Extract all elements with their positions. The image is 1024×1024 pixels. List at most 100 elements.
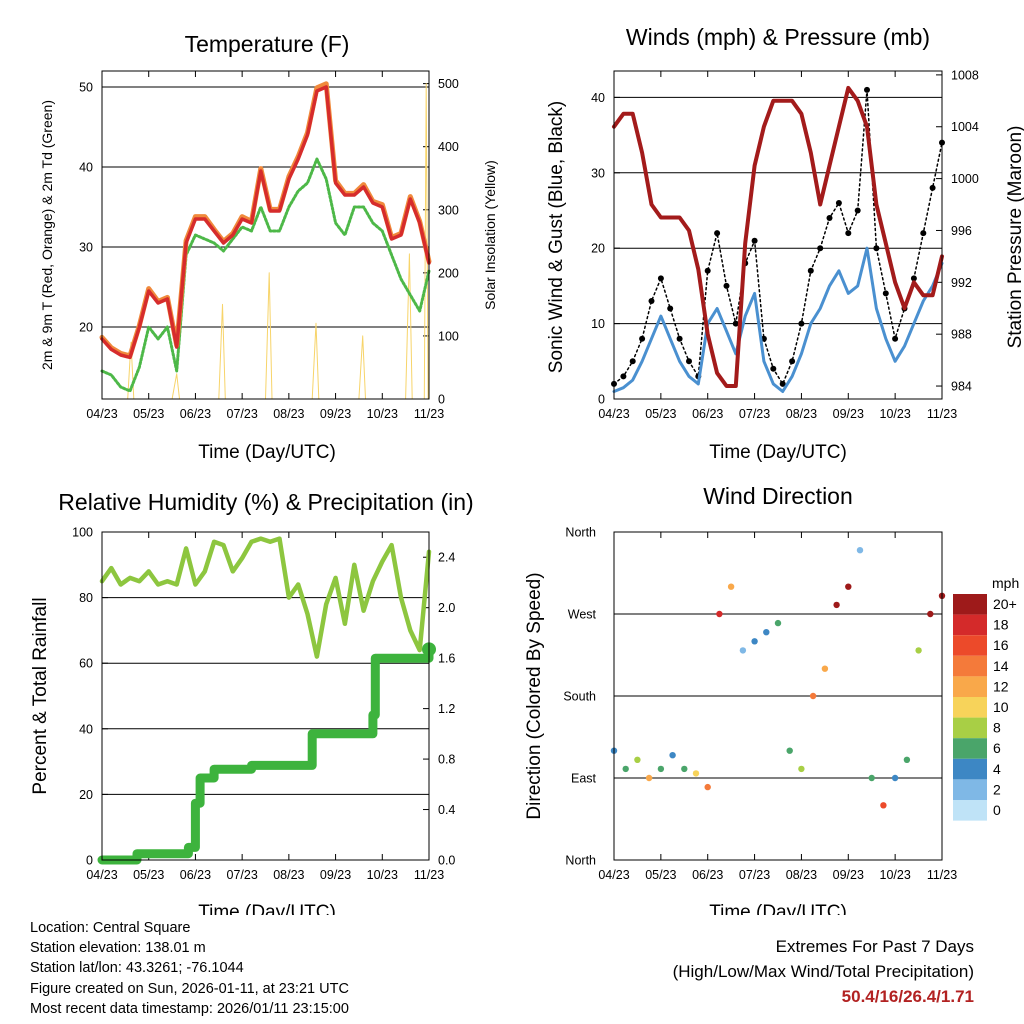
humidity-panel: Relative Humidity (%) & Precipitation (i…	[30, 489, 474, 915]
humidity-plot-area: 0 20 40 60 80 100 0.0 0.4 0.8 1.2 1.6 2.0 2.4 04/23 05…	[72, 526, 455, 883]
station-location: Location: Central Square	[30, 920, 191, 936]
direction-tick-label: North	[565, 854, 596, 868]
direction-tick-label: South	[563, 690, 596, 704]
temperature-panel: Temperature (F) 203040500100200300400500…	[39, 31, 498, 463]
legend-label: 18	[993, 617, 1009, 633]
direction-point	[821, 665, 829, 672]
y2-tick-label: 984	[951, 380, 972, 394]
y2-tick-label: 400	[438, 140, 459, 154]
humidity-time-label: Time (Day/UTC)	[198, 902, 336, 915]
x-tick-label: 04/23	[86, 407, 117, 421]
direction-point	[927, 610, 934, 618]
gust-point	[639, 335, 646, 342]
humidity-line	[99, 536, 432, 659]
figure-created: Figure created on Sun, 2026-01-11, at 23…	[30, 980, 349, 997]
temperature-title: Temperature (F)	[185, 31, 350, 57]
direction-point	[798, 765, 805, 773]
x-tick-label: 10/23	[367, 407, 398, 421]
x-tick-label: 09/23	[320, 407, 351, 421]
legend-swatch	[953, 614, 987, 636]
direction-point	[891, 774, 899, 782]
direction-point	[704, 783, 711, 791]
y-tick-label: 20	[591, 242, 605, 256]
legend-label: 14	[993, 658, 1009, 674]
gust-point	[667, 305, 674, 312]
direction-point	[622, 765, 629, 773]
y2-tick-label: 0.8	[438, 753, 455, 767]
y-tick-label: 100	[72, 526, 93, 540]
gust-point	[714, 230, 721, 237]
x-tick-label: 07/23	[227, 868, 258, 882]
legend-unit: mph	[992, 575, 1019, 591]
legend-label: 16	[993, 637, 1009, 653]
rainfall-line	[97, 644, 434, 865]
recent-timestamp: Most recent data timestamp: 2026/01/11 2…	[30, 1000, 349, 1017]
y2-tick-label: 2.4	[438, 551, 455, 565]
y-tick-label: 40	[591, 91, 605, 105]
y-tick-label: 10	[591, 317, 605, 331]
temperature-left-axis-label: 2m & 9m T (Red, Orange) & 2m Td (Green)	[39, 100, 55, 370]
x-tick-label: 08/23	[786, 407, 817, 421]
y2-tick-label: 0	[438, 393, 445, 407]
temperature-time-label: Time (Day/UTC)	[198, 442, 336, 463]
x-tick-label: 04/23	[86, 868, 117, 882]
humidity-left-axis-label: Percent & Total Rainfall	[30, 597, 51, 794]
x-tick-label: 11/23	[927, 868, 957, 882]
y2-tick-label: 2.0	[438, 601, 455, 615]
y-tick-label: 30	[591, 166, 605, 180]
x-tick-label: 05/23	[133, 407, 164, 421]
x-tick-label: 05/23	[645, 407, 676, 421]
legend-label: 8	[993, 720, 1001, 736]
extremes-subtitle: (High/Low/Max Wind/Total Precipitation)	[672, 962, 974, 981]
gust-point	[704, 267, 711, 274]
direction-left-axis-label: Direction (Colored By Speed)	[524, 572, 545, 819]
direction-point	[774, 619, 782, 627]
y2-tick-label: 1008	[951, 68, 979, 82]
legend-swatch	[953, 758, 987, 780]
x-tick-label: 04/23	[598, 868, 629, 882]
direction-point	[645, 774, 653, 782]
wind-speed-line	[612, 246, 944, 393]
direction-point	[833, 601, 840, 609]
x-tick-label: 05/23	[645, 868, 676, 882]
winds-plot-area: 0 10 20 30 40 984 988 992 996 1000 1004 1008 04/23 05…	[591, 68, 979, 421]
y2-tick-label: 1000	[951, 172, 979, 186]
direction-point	[809, 692, 817, 700]
x-tick-label: 08/23	[273, 407, 304, 421]
station-latlon: Station lat/lon: 43.3261; -76.1044	[30, 960, 244, 977]
direction-point	[716, 610, 723, 618]
y2-tick-label: 992	[951, 276, 972, 290]
winds-right-axis-label: Station Pressure (Maroon)	[1005, 126, 1024, 349]
x-tick-label: 07/23	[227, 407, 258, 421]
x-tick-label: 06/23	[692, 407, 723, 421]
x-tick-label: 07/23	[739, 407, 770, 421]
winds-panel: Winds (mph) & Pressure (mb) 0 10 20 30 40 984…	[546, 24, 1024, 463]
extremes-title: Extremes For Past 7 Days	[775, 937, 974, 956]
y-tick-label: 0	[86, 854, 93, 868]
direction-point	[739, 647, 747, 654]
x-tick-label: 11/23	[414, 868, 444, 882]
legend-swatch	[953, 800, 987, 821]
y2-tick-label: 500	[438, 77, 459, 91]
direction-point	[692, 770, 700, 777]
x-tick-label: 11/23	[927, 407, 957, 421]
x-tick-label: 06/23	[180, 407, 211, 421]
direction-point	[786, 747, 793, 754]
y-tick-label: 30	[79, 241, 93, 255]
x-tick-label: 11/23	[414, 407, 444, 421]
y2-tick-label: 100	[438, 329, 459, 343]
humidity-frame	[101, 531, 430, 861]
direction-time-label: Time (Day/UTC)	[709, 902, 847, 915]
extremes-box: Extremes For Past 7 Days (High/Low/Max W…	[673, 934, 974, 1009]
y-tick-label: 20	[79, 321, 93, 335]
humidity-title: Relative Humidity (%) & Precipitation (i…	[58, 489, 473, 515]
y-tick-label: 80	[79, 591, 93, 605]
direction-point	[915, 647, 922, 654]
x-tick-label: 08/23	[273, 868, 304, 882]
direction-title: Wind Direction	[703, 483, 853, 509]
direction-point	[727, 583, 735, 590]
legend-swatch	[953, 738, 987, 759]
x-tick-label: 04/23	[598, 407, 629, 421]
y-tick-label: 40	[79, 722, 93, 736]
